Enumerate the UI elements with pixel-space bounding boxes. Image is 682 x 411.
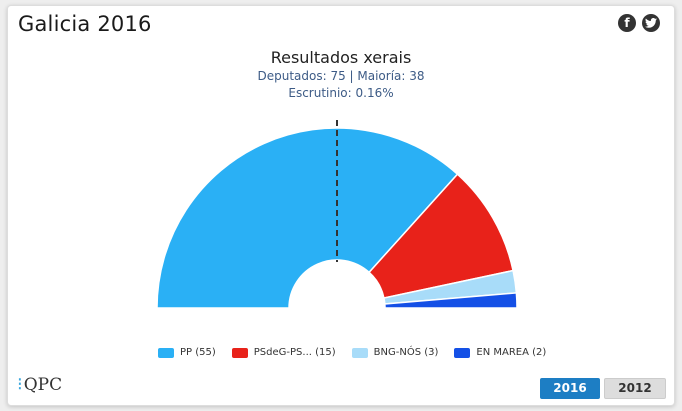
legend-swatch-psdeg — [231, 347, 248, 358]
legend-item-psdeg[interactable]: PSdeG-PS... (15) — [231, 347, 336, 358]
seats-summary: Deputados: 75 | Maioría: 38 — [257, 69, 425, 83]
chart-title: Resultados xerais — [270, 48, 412, 67]
legend-label-psdeg: PSdeG-PS... (15) — [253, 347, 336, 358]
seat-slice-psdeg-ps[interactable] — [368, 173, 514, 299]
count-progress: Escrutinio: 0.16% — [288, 86, 394, 100]
year-button-2016[interactable]: 2016 — [540, 378, 600, 399]
legend-label-pp: PP (55) — [180, 347, 216, 358]
qpc-logo-mark-icon: ⁝ — [17, 374, 23, 395]
facebook-icon[interactable]: f — [618, 14, 636, 32]
legend-label-en-marea: EN MAREA (2) — [476, 347, 547, 358]
results-card: Galicia 2016 f Resultados xerais Deputad… — [7, 5, 675, 406]
legend-label-bng: BNG-NÓS (3) — [373, 347, 439, 358]
seat-slice-en-marea[interactable] — [384, 292, 518, 309]
seat-chart — [156, 120, 518, 309]
legend-swatch-en-marea — [454, 347, 471, 358]
legend-swatch-bng — [351, 347, 368, 358]
qpc-logo-text: QPC — [23, 374, 63, 395]
twitter-icon[interactable] — [642, 14, 660, 32]
legend-item-pp[interactable]: PP (55) — [158, 347, 216, 358]
legend-item-bng[interactable]: BNG-NÓS (3) — [351, 347, 439, 358]
twitter-bird-glyph — [645, 18, 657, 28]
qpc-logo: ⁝ QPC — [17, 374, 62, 395]
chart-legend: PP (55) PSdeG-PS... (15) BNG-NÓS (3) EN … — [158, 347, 546, 358]
legend-swatch-pp — [158, 347, 174, 358]
seat-slice-pp[interactable] — [156, 127, 459, 309]
legend-item-en-marea[interactable]: EN MAREA (2) — [454, 347, 546, 358]
year-button-2012[interactable]: 2012 — [604, 378, 666, 399]
page-title: Galicia 2016 — [18, 12, 152, 36]
